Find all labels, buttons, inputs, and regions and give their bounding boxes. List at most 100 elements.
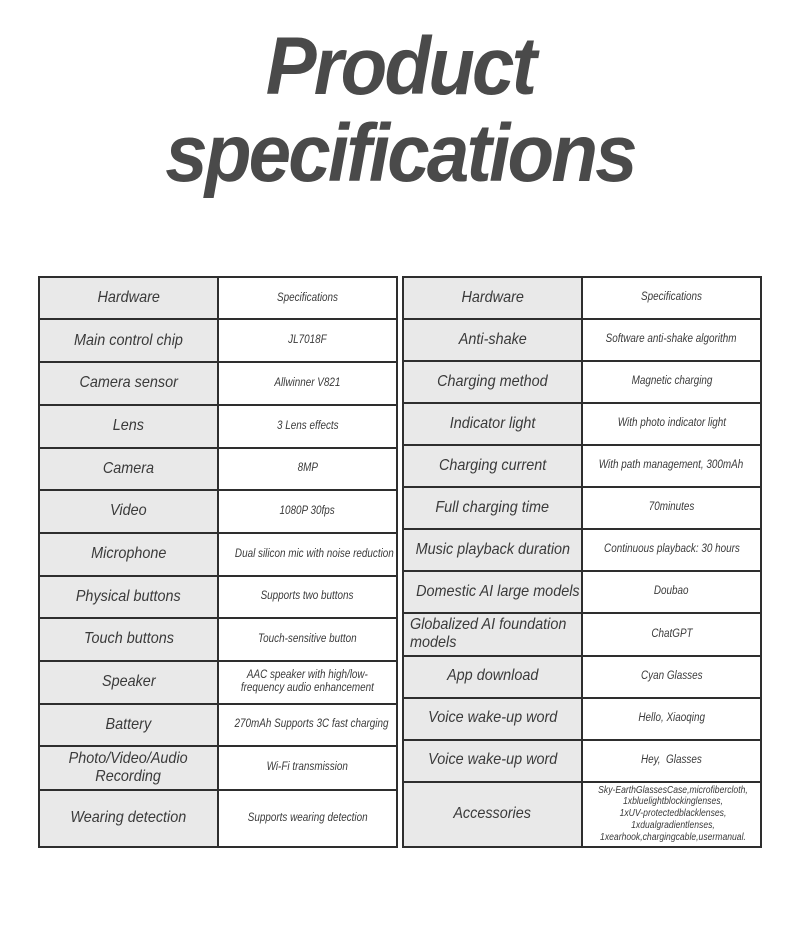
spec-value-text: JL7018F [288, 334, 327, 347]
spec-value-cell: Touch-sensitive button [217, 617, 398, 662]
spec-label-text: Speaker [101, 673, 156, 690]
spec-label-text: Accessories [453, 804, 532, 822]
spec-label-text: Globalized AI foundation models [410, 615, 567, 652]
spec-value-cell: Supports two buttons [217, 574, 398, 620]
spec-value-cell: 70minutes [581, 485, 762, 530]
spec-row: Camera sensor Allwinner V821 [38, 361, 398, 406]
spec-row: Voice wake-up word Hey, Glasses [402, 738, 762, 783]
spec-value-text: Wi-Fi transmission [266, 761, 349, 774]
spec-value-text: Touch-sensitive button [258, 632, 357, 645]
spec-value-cell: Magnetic charging [581, 359, 762, 404]
spec-header-row: Hardware Specifications [402, 275, 762, 320]
spec-value-cell: JL7018F [217, 318, 398, 364]
spec-row: Domestic AI large models Doubao [402, 569, 762, 614]
spec-row: Battery 270mAh Supports 3C fast charging [38, 702, 398, 748]
spec-value-text: 3 Lens effects [276, 419, 339, 432]
spec-value-text: Specifications [276, 291, 339, 304]
spec-value-text: 1080P 30fps [279, 504, 336, 517]
spec-value-cell: Cyan Glasses [581, 654, 762, 699]
spec-row: Indicator light With photo indicator ligh… [402, 401, 762, 446]
spec-row: Charging method Magnetic charging [402, 359, 762, 404]
spec-label-text: Charging method [437, 372, 548, 390]
spec-table-right: Hardware Specifications Anti-shake Software… [402, 275, 762, 848]
spec-value-cell: With photo indicator light [581, 401, 762, 446]
spec-row: Lens 3 Lens effects [38, 403, 398, 449]
spec-row: Voice wake-up word Hello, Xiaoqing [402, 696, 762, 741]
spec-value-text: Hey, Glasses [641, 753, 702, 766]
spec-value-cell: AAC speaker with high/low- frequency aud… [217, 659, 398, 705]
spec-row: Music playback duration Continuous playba… [402, 527, 762, 572]
spec-label-text: Indicator light [449, 414, 536, 432]
spec-label-cell: Lens [38, 403, 219, 449]
spec-value-text: 8MP [297, 462, 318, 475]
spec-row: Video 1080P 30fps [38, 489, 398, 534]
spec-label-cell: Camera [38, 446, 219, 492]
spec-value-cell: Hey, Glasses [581, 738, 762, 783]
spec-label-cell: Charging current [402, 443, 583, 488]
page-title: Product specifications [165, 21, 637, 199]
spec-value-cell: Software anti-shake algorithm [581, 317, 762, 362]
spec-label-text: Main control chip [74, 331, 183, 349]
spec-value-text: Sky-EarthGlassesCase,microfibercloth, 1x… [598, 784, 748, 843]
spec-value-text: Dual silicon mic with noise reduction [234, 547, 394, 560]
spec-label-cell: Accessories [402, 780, 583, 848]
spec-value-cell: 270mAh Supports 3C fast charging [217, 702, 398, 748]
spec-value-cell: Sky-EarthGlassesCase,microfibercloth, 1x… [581, 780, 762, 848]
spec-row: Physical buttons Supports two buttons [38, 574, 398, 620]
spec-label-cell: Touch buttons [38, 617, 219, 662]
spec-value-cell: ChatGPT [581, 611, 762, 657]
spec-label-cell: Globalized AI foundation models [402, 611, 583, 657]
spec-value-text: Software anti-shake algorithm [606, 333, 737, 346]
spec-value-cell: Doubao [581, 569, 762, 614]
spec-label-text: Lens [112, 416, 145, 434]
spec-label-cell: Main control chip [38, 318, 219, 364]
spec-value-cell: Dual silicon mic with noise reduction [217, 531, 398, 577]
spec-label-cell: Full charging time [402, 485, 583, 530]
spec-row: Globalized AI foundation models ChatGPT [402, 611, 762, 657]
spec-row: Wearing detection Supports wearing detect… [38, 788, 398, 848]
spec-label-cell: Camera sensor [38, 361, 219, 406]
spec-row: Main control chip JL7018F [38, 318, 398, 364]
spec-label-cell: Music playback duration [402, 527, 583, 572]
spec-row: Touch buttons Touch-sensitive button [38, 617, 398, 662]
spec-sheet-page: Product specifications Hardware Specifica… [0, 21, 800, 925]
spec-row: Microphone Dual silicon mic with noise re… [38, 531, 398, 577]
spec-label-text: Battery [105, 715, 152, 733]
spec-row: Photo/Video/Audio Recording Wi-Fi transmi… [38, 745, 398, 791]
spec-label-cell: Voice wake-up word [402, 696, 583, 741]
spec-tables: Hardware Specifications Main control chip J… [38, 275, 762, 848]
spec-value-cell: Continuous playback: 30 hours [581, 527, 762, 572]
hardware-header-cell: Hardware [38, 275, 219, 321]
hardware-header-cell: Hardware [402, 275, 583, 320]
spec-label-cell: Microphone [38, 531, 219, 577]
spec-value-text: Supports two buttons [261, 590, 354, 603]
spec-value-cell: Allwinner V821 [217, 361, 398, 406]
spec-label-text: Music playback duration [415, 540, 571, 558]
spec-value-cell: 3 Lens effects [217, 403, 398, 449]
spec-label-cell: Domestic AI large models [402, 569, 583, 614]
spec-row: Accessories Sky-EarthGlassesCase,microfib… [402, 780, 762, 848]
spec-value-text: With path management, 300mAh [599, 459, 744, 472]
spec-label-text: App download [446, 667, 539, 685]
spec-value-cell: With path management, 300mAh [581, 443, 762, 488]
spec-label-text: Wearing detection [70, 808, 187, 826]
spec-label-text: Anti-shake [458, 330, 527, 348]
spec-row: Speaker AAC speaker with high/low- freque… [38, 659, 398, 705]
spec-value-text: AAC speaker with high/low- frequency aud… [240, 668, 375, 695]
spec-label-cell: Physical buttons [38, 574, 219, 620]
spec-label-text: Hardware [97, 288, 160, 306]
spec-value-text: With photo indicator light [617, 417, 726, 430]
spec-row: Anti-shake Software anti-shake algorithm [402, 317, 762, 362]
spec-label-text: Camera sensor [79, 374, 178, 392]
spec-value-text: 270mAh Supports 3C fast charging [234, 718, 389, 731]
spec-value-text: ChatGPT [650, 627, 693, 640]
spec-value-cell: 1080P 30fps [217, 489, 398, 534]
spec-value-cell: Hello, Xiaoqing [581, 696, 762, 741]
spec-value-text: Continuous playback: 30 hours [603, 543, 740, 556]
spec-label-text: Camera [102, 459, 155, 477]
spec-header-row: Hardware Specifications [38, 275, 398, 321]
spec-table-left: Hardware Specifications Main control chip J… [38, 275, 398, 848]
spec-value-text: Cyan Glasses [640, 669, 703, 682]
specifications-header-cell: Specifications [217, 275, 398, 321]
spec-label-cell: App download [402, 654, 583, 699]
